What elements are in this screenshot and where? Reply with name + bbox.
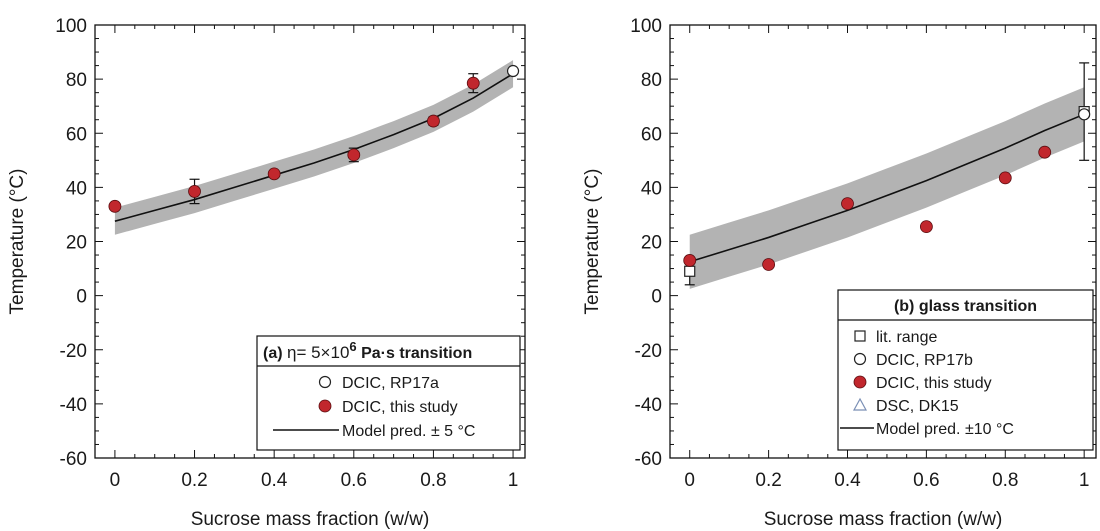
data-point <box>506 64 520 78</box>
y-tick-label: -60 <box>635 449 662 470</box>
x-tick-label: 0.8 <box>992 470 1018 491</box>
legend-marker <box>853 352 867 366</box>
legend-box <box>837 289 1094 451</box>
x-tick-label: 1 <box>508 470 519 491</box>
legend-title: (a) η= 5×106 Pa·s transition <box>263 339 472 362</box>
legend-entry-label: DCIC, this study <box>876 375 992 392</box>
y-tick-label: 40 <box>641 178 662 199</box>
x-tick-label: 0 <box>684 470 695 491</box>
y-tick-label: 80 <box>641 70 662 91</box>
data-point <box>1038 145 1052 159</box>
data-point <box>188 185 201 198</box>
data-point <box>466 76 480 90</box>
model-uncertainty-band <box>114 60 514 235</box>
x-tick-label: 1 <box>1079 470 1090 491</box>
data-point <box>683 254 697 267</box>
legend-entry-label: lit. range <box>876 329 937 346</box>
legend-entry-label: DCIC, RP17a <box>342 375 439 392</box>
y-tick-label: 0 <box>651 287 662 308</box>
legend-marker <box>318 375 332 389</box>
y-tick-label: -20 <box>635 341 662 362</box>
legend: (a) η= 5×106 Pa·s transition DCIC, RP17a D… <box>256 335 521 451</box>
legend-title-sup: 6 <box>349 339 356 354</box>
y-tick-label: -60 <box>60 449 87 470</box>
panel-a: -60 -40 -20 0 20 40 60 80 100 0 0.2 0.4 0.6 0.8 1 Sucro… <box>7 16 526 530</box>
x-tick-label: 0.2 <box>755 470 781 491</box>
legend-title-prefix: (a) <box>263 345 287 362</box>
legend-marker <box>853 375 867 389</box>
x-tick-label: 0.4 <box>834 470 861 491</box>
y-tick-label: -40 <box>635 395 662 416</box>
legend-marker <box>318 399 332 413</box>
data-point <box>762 258 776 271</box>
x-tick-label: 0.6 <box>341 470 367 491</box>
y-tick-label: 0 <box>76 287 87 308</box>
legend-title: (b) glass transition <box>894 298 1037 315</box>
y-tick-label: 60 <box>66 124 87 145</box>
legend-entry-label: DSC, DK15 <box>876 398 959 415</box>
model-prediction-line <box>689 113 1085 263</box>
data-point <box>841 197 854 211</box>
legend-box <box>256 335 521 451</box>
data-point <box>427 114 440 128</box>
legend-entry-label: DCIC, this study <box>342 399 458 416</box>
legend-entry-label: Model pred. ± 5 °C <box>342 423 475 440</box>
y-tick-label: 20 <box>641 233 662 254</box>
y-tick-label: -20 <box>60 341 87 362</box>
x-tick-label: 0.8 <box>420 470 446 491</box>
model-uncertainty-band <box>689 87 1085 289</box>
x-axis-title: Sucrose mass fraction (w/w) <box>191 509 430 530</box>
y-tick-label: 100 <box>630 16 662 37</box>
legend-marker <box>852 397 868 411</box>
data-point <box>108 199 122 213</box>
model-prediction-line <box>114 73 514 222</box>
y-axis-title: Temperature (°C) <box>7 169 28 315</box>
legend-title-rest: Pa·s transition <box>357 345 473 362</box>
y-tick-label: -40 <box>60 395 87 416</box>
y-tick-label: 60 <box>641 124 662 145</box>
panel-b: -60 -40 -20 0 20 40 60 80 100 0 0.2 0.4 0.6 0.8 1 Sucro… <box>582 16 1097 530</box>
data-point <box>998 171 1012 185</box>
y-tick-label: 100 <box>55 16 87 37</box>
x-tick-label: 0.2 <box>181 470 207 491</box>
x-tick-label: 0.4 <box>261 470 288 491</box>
legend-marker <box>854 330 866 342</box>
y-tick-label: 20 <box>66 233 87 254</box>
data-point <box>919 220 933 234</box>
y-axis-title: Temperature (°C) <box>582 169 603 315</box>
data-point <box>267 167 281 181</box>
y-tick-label: 40 <box>66 178 87 199</box>
x-axis-title: Sucrose mass fraction (w/w) <box>764 509 1003 530</box>
legend-title-main: η= 5×10 <box>287 343 349 362</box>
y-tick-label: 80 <box>66 70 87 91</box>
legend-entry-label: Model pred. ±10 °C <box>876 421 1014 438</box>
legend: (b) glass transition lit. range DCIC, RP17… <box>837 289 1094 451</box>
data-point <box>684 265 696 277</box>
x-tick-label: 0 <box>110 470 121 491</box>
legend-entry-label: DCIC, RP17b <box>876 352 973 369</box>
data-point <box>1078 108 1091 121</box>
data-point <box>347 148 361 162</box>
x-tick-label: 0.6 <box>913 470 939 491</box>
